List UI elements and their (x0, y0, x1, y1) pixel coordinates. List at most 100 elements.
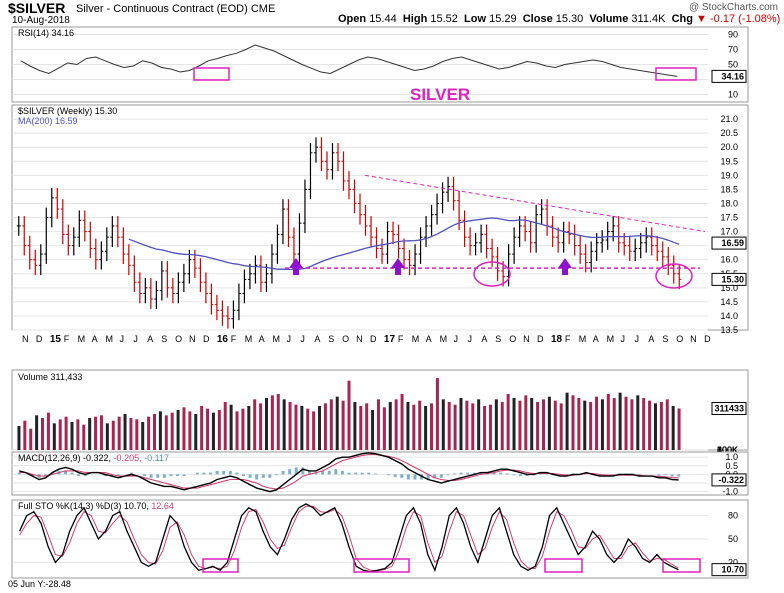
rsi-highlight-box (655, 67, 697, 81)
price-x-label: M (78, 334, 86, 344)
macd-histogram-bar (499, 472, 503, 475)
macd-histogram-bar (512, 474, 516, 476)
volume-bar (170, 412, 174, 450)
price-x-label: N (189, 334, 196, 344)
volume-label: Volume (589, 13, 629, 25)
macd-histogram-bar (426, 474, 430, 480)
rsi-last-value-box (711, 69, 747, 83)
macd-histogram-bar (492, 472, 496, 475)
price-tick-label: 15.0 (720, 283, 738, 293)
volume-bar (488, 404, 492, 450)
volume-bar (323, 403, 327, 450)
macd-last-value: -0.322 (718, 475, 744, 485)
macd-tick-label: -1.0 (722, 487, 738, 497)
price-tick-label: 20.0 (720, 142, 738, 152)
volume-bar (677, 408, 681, 450)
volume-bar (129, 418, 133, 450)
volume-bar (247, 406, 251, 450)
macd-histogram-bar (505, 473, 509, 475)
macd-histogram-bar (446, 474, 450, 476)
up-arrow-icon (558, 258, 572, 275)
price-tick-label: 17.0 (720, 227, 738, 237)
volume-bar (565, 392, 569, 450)
volume-bar (430, 403, 434, 450)
volume-bar (270, 395, 274, 450)
macd-histogram-bar (202, 472, 206, 475)
macd-histogram-bar (433, 474, 437, 478)
volume-bar (64, 416, 68, 450)
price-x-label: D (537, 334, 544, 344)
volume-bar (648, 400, 652, 450)
volume-bar (99, 415, 103, 450)
volume-bar (241, 408, 245, 450)
macd-histogram-bar (321, 470, 325, 475)
price-x-label: D (203, 334, 210, 344)
macd-histogram-bar (347, 472, 351, 475)
price-tick-label: 19.0 (720, 170, 738, 180)
macd-histogram-bar (63, 470, 67, 475)
macd-histogram-bar (30, 474, 34, 477)
volume-bar (471, 403, 475, 450)
volume-bar (94, 416, 98, 450)
volume-tick-label: 600K (717, 445, 738, 455)
volume-bar (447, 402, 451, 450)
macd-histogram-bar (241, 474, 245, 477)
volume-bar (341, 400, 345, 450)
macd-histogram-bar (77, 474, 81, 477)
volume-bar (176, 410, 180, 450)
macd-line (19, 452, 679, 493)
volume-bar (158, 411, 162, 450)
volume-bar (153, 414, 157, 450)
volume-bar (524, 395, 528, 450)
volume-bar (583, 400, 587, 450)
volume-bar (135, 419, 139, 450)
macd-histogram-bar (334, 469, 338, 475)
volume-last-value: 311433 (714, 403, 744, 413)
volume-bar (217, 410, 221, 450)
macd-last-value-box (711, 473, 747, 487)
macd-histogram-bar (228, 470, 232, 475)
highlight-circle (655, 263, 693, 289)
macd-histogram-bar (281, 470, 285, 475)
volume-bar (52, 423, 56, 450)
macd-tick-label: 0.5 (725, 461, 738, 471)
up-arrow-icon (391, 258, 405, 275)
volume-bar (547, 396, 551, 450)
volume-bar (23, 420, 27, 450)
price-x-label: J (467, 334, 472, 344)
price-x-label: S (161, 334, 167, 344)
volume-tick-label: 200K (717, 445, 738, 455)
price-x-label: O (509, 334, 516, 344)
macd-histogram-bar (367, 472, 371, 475)
volume-bar (182, 407, 186, 450)
rsi-tick-label: 70 (728, 45, 738, 55)
stochastic-d-value: 12.64 (151, 501, 174, 511)
price-x-label: N (690, 334, 697, 344)
highlight-circle (473, 261, 511, 287)
volume-bar (188, 411, 192, 450)
volume-bar (147, 416, 151, 450)
macd-histogram-bar (677, 474, 681, 477)
price-x-label: M (245, 334, 253, 344)
volume-bar (312, 411, 316, 450)
macd-legend: MACD(12,26,9) -0.322, -0.205, -0.117 (18, 453, 169, 463)
macd-histogram-bar (255, 474, 259, 480)
volume-bar (541, 399, 545, 450)
volume-bar (400, 394, 404, 450)
price-x-label: A (481, 334, 487, 344)
macd-histogram-bar (670, 474, 674, 477)
price-x-label: F (398, 334, 404, 344)
price-tick-label: 19.5 (720, 156, 738, 166)
macd-histogram-bar (288, 469, 292, 475)
macd-histogram-bar (261, 474, 265, 478)
volume-bar (536, 402, 540, 450)
macd-histogram-bar (598, 474, 602, 477)
price-tick-label: 18.0 (720, 198, 738, 208)
volume-bar (624, 396, 628, 450)
high-label: High (402, 13, 428, 25)
price-x-label: D (704, 334, 711, 344)
macd-histogram-bar (525, 474, 529, 477)
volume-bar (371, 410, 375, 450)
volume-bar (359, 406, 363, 450)
